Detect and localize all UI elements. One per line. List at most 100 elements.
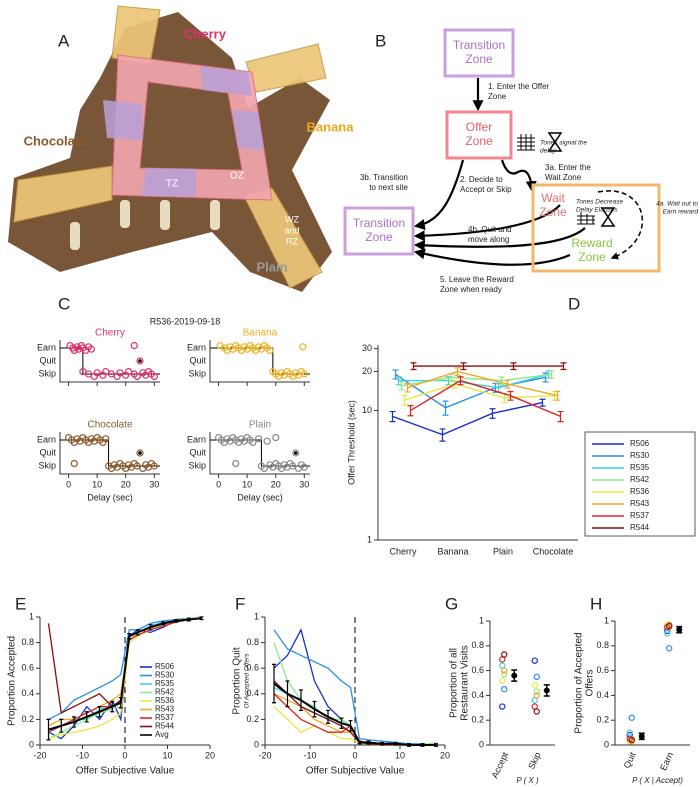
series-line — [48, 617, 202, 731]
step-label: 3b. Transition — [360, 173, 408, 182]
zone-label: and — [284, 225, 299, 235]
series-line — [48, 616, 202, 720]
y-tick-label: 1 — [604, 615, 609, 625]
error-bar — [46, 718, 51, 741]
skip-point — [260, 464, 268, 472]
earn-point — [266, 346, 274, 354]
error-bar — [299, 689, 303, 712]
y-tick-label: 0.6 — [21, 663, 34, 673]
subject-point — [628, 736, 635, 744]
earn-point — [249, 438, 257, 446]
restaurant-name: Plain — [249, 420, 271, 431]
y-axis-label: Proportion of Accepted — [574, 632, 585, 733]
error-bar — [357, 740, 362, 745]
zone-label: OZ — [230, 171, 244, 182]
skip-point — [232, 460, 240, 468]
restaurant-name: Cherry — [95, 328, 125, 339]
skip-point — [300, 370, 308, 378]
step-label: Delay Elapses — [576, 207, 618, 214]
error-bar — [398, 381, 405, 391]
series-line — [404, 383, 555, 401]
series-line — [407, 370, 558, 397]
quit-point — [136, 449, 144, 457]
y-axis-label: Offer Threshold (sec) — [346, 400, 356, 485]
x-tick-label: Earn — [658, 751, 675, 772]
restaurant-label: Chocolate — [24, 133, 87, 148]
zone-name: Transition — [353, 216, 405, 230]
axis — [209, 432, 310, 475]
row-label: Earn — [187, 342, 206, 352]
error-bar — [135, 629, 140, 636]
y-tick-label: 0.6 — [596, 665, 609, 675]
zone-boxes — [103, 66, 264, 197]
x-tick-label: -10 — [76, 750, 89, 760]
x-tick-label: 20 — [205, 750, 215, 760]
error-bar — [507, 390, 514, 401]
y-tick-label: 30 — [362, 343, 372, 353]
error-bar — [510, 362, 517, 371]
skip-point — [133, 462, 141, 470]
error-bar — [420, 743, 425, 747]
subject-point — [531, 657, 538, 664]
legend-label: R536 — [630, 487, 650, 496]
subject-point — [501, 686, 508, 693]
skip-point — [107, 370, 116, 378]
legend-label: R506 — [155, 662, 175, 671]
error-bar — [404, 383, 411, 393]
error-bar — [285, 680, 290, 708]
subject-point — [533, 692, 540, 699]
floor — [8, 12, 332, 292]
error-bar — [504, 379, 511, 389]
y-tick-label: 0.2 — [21, 714, 34, 724]
axis — [59, 340, 160, 383]
y-tick-label: 0 — [254, 739, 259, 749]
zone-name: Reward — [571, 236, 612, 250]
skip-point — [300, 463, 308, 471]
x-tick-label: 10 — [242, 479, 252, 489]
step-label: 4a. Wait out to — [656, 201, 698, 208]
error-bar — [439, 428, 446, 442]
step-label: 2. Decide to — [460, 175, 503, 184]
error-bar — [554, 390, 561, 401]
error-bar — [407, 743, 411, 747]
error-bar — [442, 400, 449, 416]
y-tick-label: 0.4 — [596, 690, 609, 700]
error-bar — [72, 716, 76, 728]
skip-point — [150, 462, 158, 470]
y-tick-label: 0.8 — [596, 640, 609, 650]
y-tick-label: 0.4 — [21, 688, 34, 698]
step-label: 3a. Enter the — [545, 163, 591, 172]
x-tick-label: 0 — [216, 479, 221, 489]
error-bar — [339, 717, 344, 729]
restaurant-name: Banana — [243, 328, 278, 339]
row-label: Quit — [39, 447, 56, 457]
x-tick-label: 10 — [395, 750, 405, 760]
skip-point — [70, 460, 78, 468]
y-tick-label: 0.6 — [246, 663, 259, 673]
earn-point — [87, 345, 96, 353]
x-tick-label: 20 — [440, 750, 450, 760]
y-tick-label: 0 — [604, 739, 609, 749]
error-bar — [393, 741, 398, 746]
quit-point — [292, 449, 300, 457]
axis — [209, 340, 310, 383]
axis — [59, 432, 160, 475]
zone-name: Zone — [465, 134, 493, 148]
error-bar — [548, 370, 555, 379]
y-tick-label: 0 — [479, 739, 484, 749]
row-label: Skip — [38, 368, 56, 378]
error-bar — [366, 740, 371, 745]
error-bar — [395, 376, 402, 386]
panel-letter: E — [15, 594, 26, 613]
row-label: Quit — [189, 355, 206, 365]
earn-point — [299, 343, 307, 351]
x-tick-label: 0 — [352, 750, 357, 760]
error-bar — [326, 709, 330, 724]
error-bar — [161, 621, 166, 626]
error-bar — [489, 408, 496, 419]
zone-box — [443, 28, 515, 78]
subject-point — [531, 682, 538, 689]
zone-label: WZ — [285, 214, 299, 224]
error-bar — [348, 720, 353, 732]
zone-name: Zone — [465, 52, 493, 66]
